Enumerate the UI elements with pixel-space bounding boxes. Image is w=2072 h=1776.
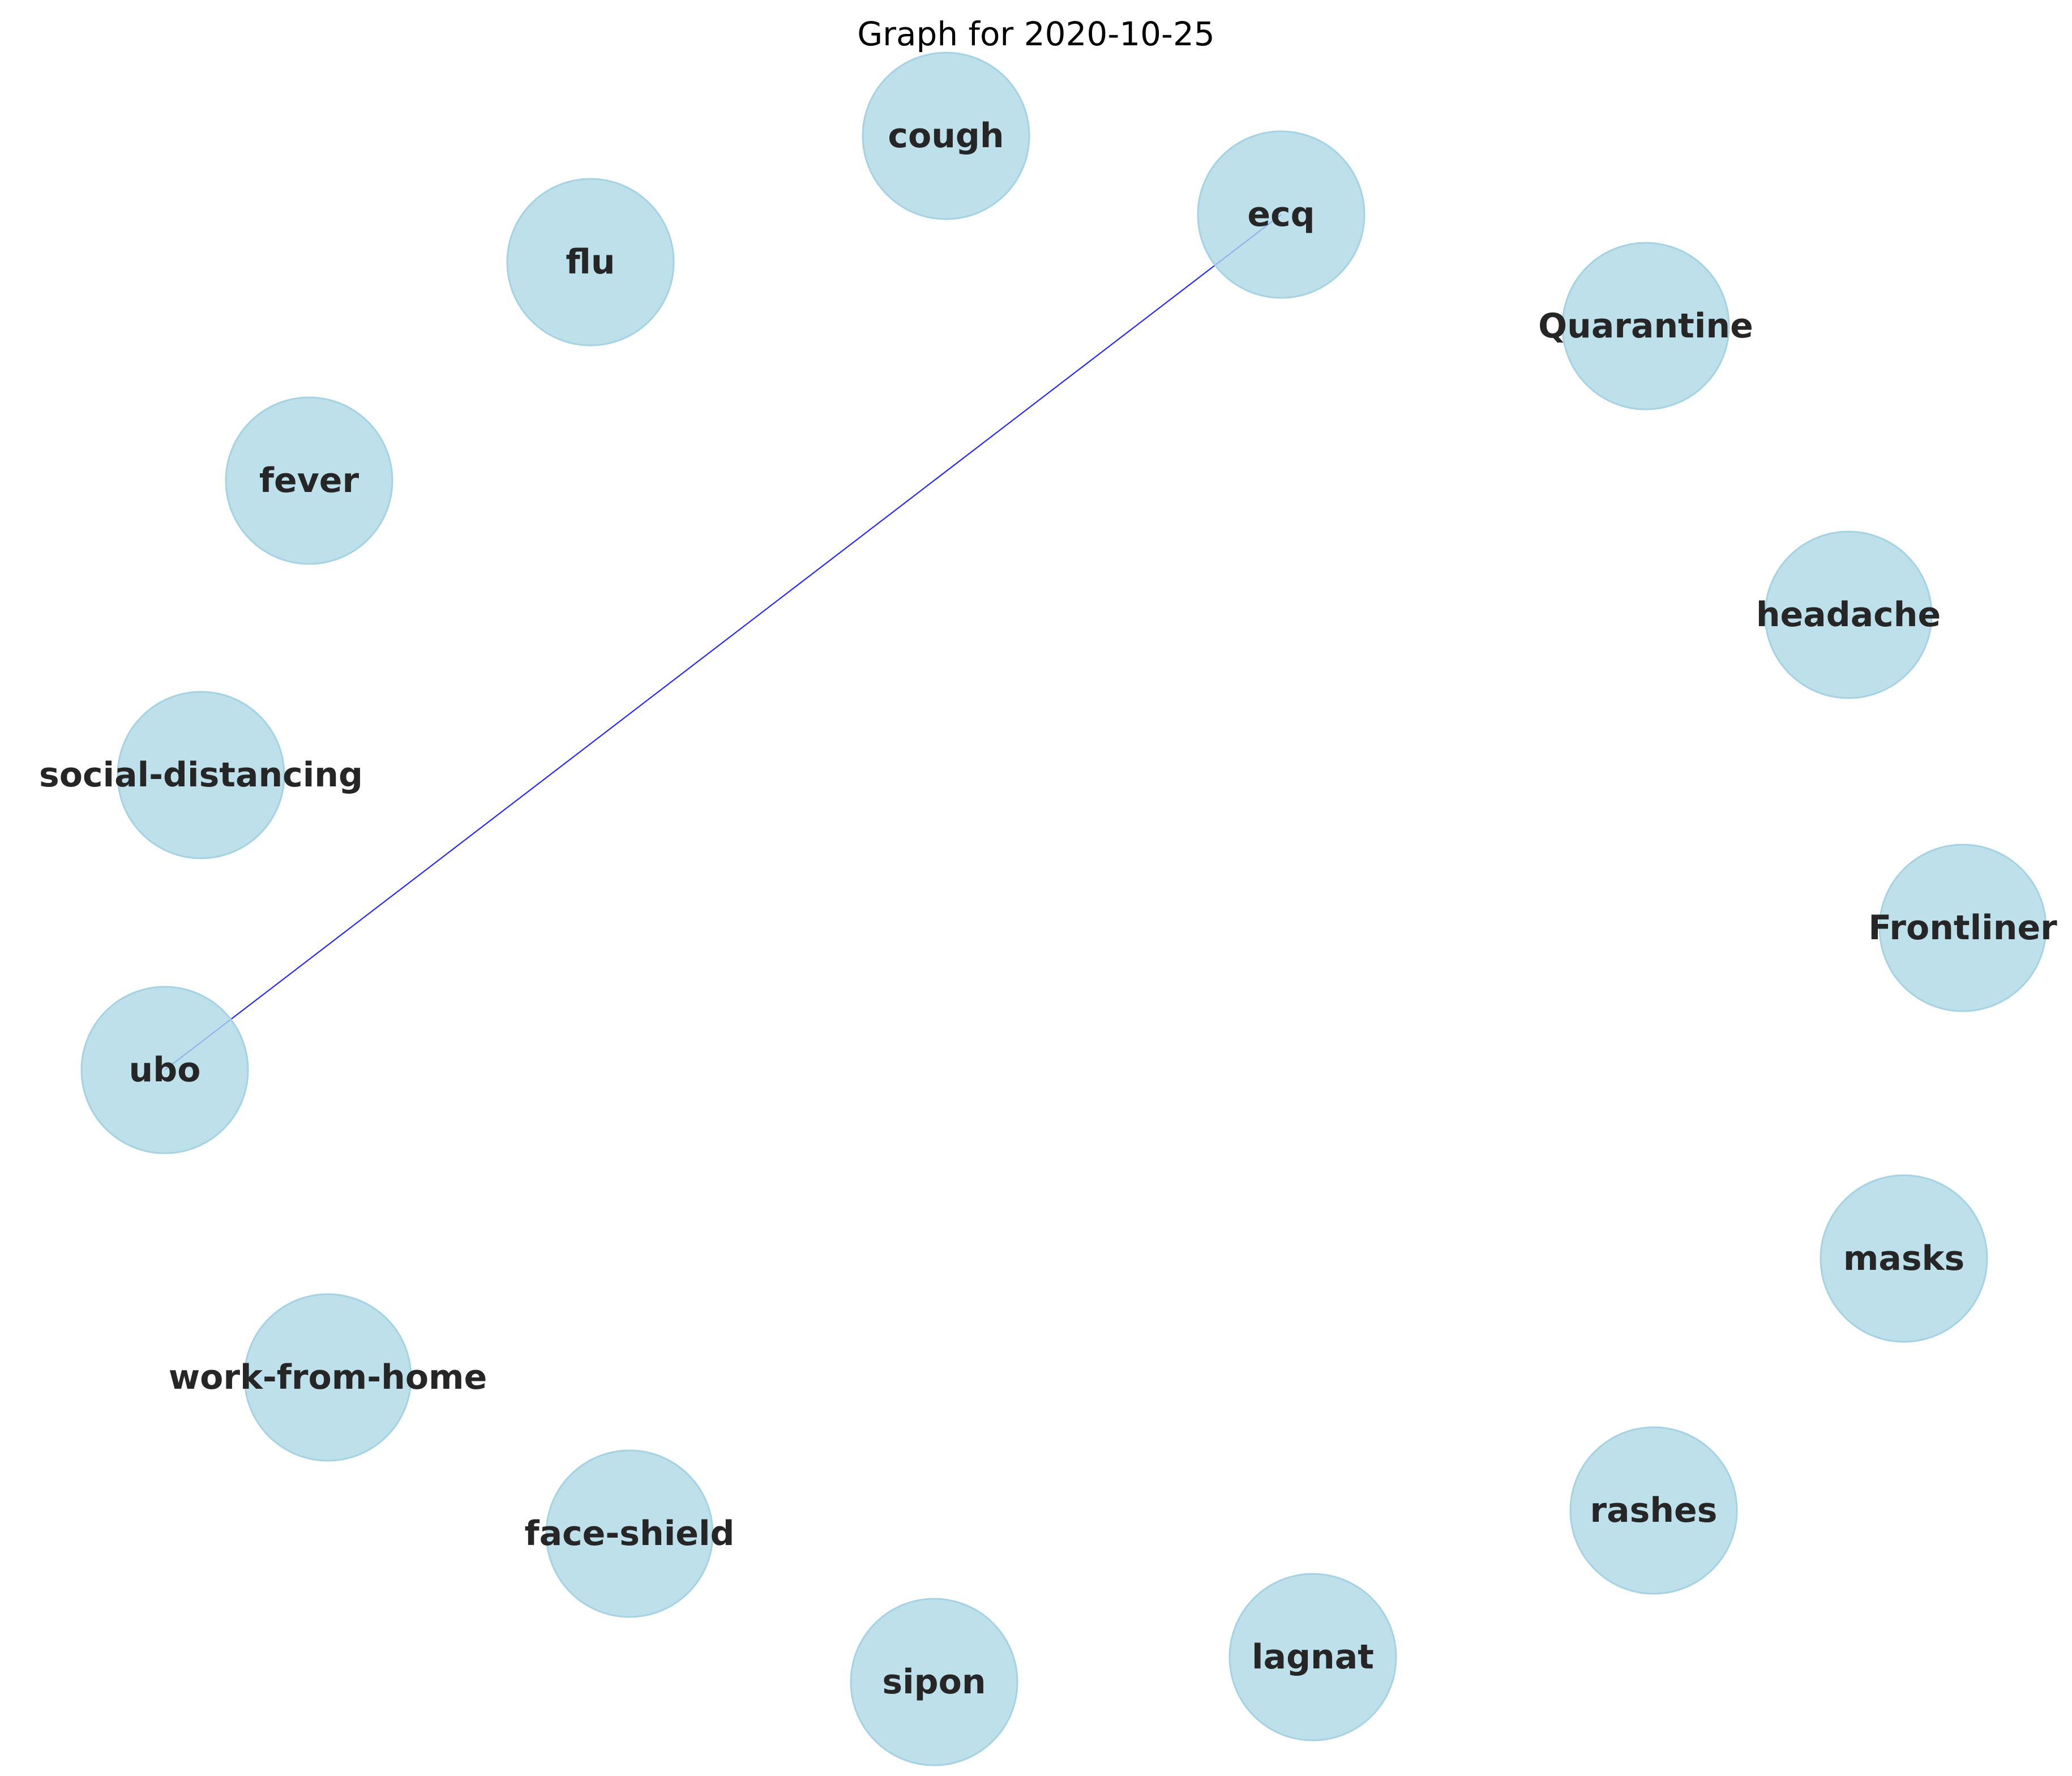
node-quarantine: Quarantine — [1538, 242, 1753, 410]
node-label-quarantine: Quarantine — [1538, 306, 1753, 346]
node-masks: masks — [1820, 1174, 1988, 1343]
graph-title: Graph for 2020-10-25 — [857, 15, 1215, 53]
node-label-work-from-home: work-from-home — [169, 1358, 487, 1397]
edges-layer — [164, 214, 1282, 1071]
node-circle-headache — [1764, 530, 1933, 699]
edge-ecq-ubo — [164, 214, 1282, 1071]
node-label-masks: masks — [1843, 1239, 1964, 1278]
node-circle-social-distancing — [117, 691, 285, 859]
node-flu: flu — [506, 178, 675, 346]
node-label-social-distancing: social-distancing — [39, 755, 363, 795]
node-circle-sipon — [850, 1598, 1018, 1766]
node-label-fever: fever — [259, 461, 359, 500]
node-social-distancing: social-distancing — [39, 691, 363, 859]
node-lagnat: lagnat — [1228, 1573, 1397, 1741]
node-circle-flu — [506, 178, 675, 346]
node-circle-cough — [862, 52, 1030, 220]
node-ecq: ecq — [1197, 130, 1365, 299]
node-label-flu: flu — [566, 242, 615, 282]
node-label-face-shield: face-shield — [525, 1514, 735, 1554]
nodes-layer: cough ecq flu Quarantine fever headache social… — [39, 52, 2057, 1766]
node-fever: fever — [225, 396, 393, 565]
node-label-lagnat: lagnat — [1252, 1637, 1374, 1677]
node-circle-frontliner — [1878, 844, 2047, 1012]
node-circle-fever — [225, 396, 393, 565]
node-circle-ecq — [1197, 130, 1365, 299]
node-sipon: sipon — [850, 1598, 1018, 1766]
node-headache: headache — [1756, 530, 1941, 699]
node-ubo: ubo — [80, 986, 249, 1154]
node-label-rashes: rashes — [1590, 1491, 1718, 1530]
node-label-ecq: ecq — [1247, 195, 1315, 234]
node-rashes: rashes — [1569, 1426, 1738, 1595]
node-label-sipon: sipon — [882, 1662, 986, 1702]
node-label-frontliner: Frontliner — [1868, 908, 2057, 948]
node-label-ubo: ubo — [129, 1050, 201, 1090]
node-circle-rashes — [1569, 1426, 1738, 1595]
node-circle-masks — [1820, 1174, 1988, 1343]
node-face-shield: face-shield — [525, 1449, 735, 1618]
node-circle-quarantine — [1561, 242, 1730, 410]
node-cough: cough — [862, 52, 1030, 220]
node-circle-lagnat — [1228, 1573, 1397, 1741]
node-work-from-home: work-from-home — [169, 1293, 487, 1462]
node-circle-face-shield — [545, 1449, 714, 1618]
node-circle-work-from-home — [243, 1293, 412, 1462]
node-label-cough: cough — [888, 116, 1004, 156]
node-label-headache: headache — [1756, 595, 1941, 635]
node-frontliner: Frontliner — [1868, 844, 2057, 1012]
node-circle-ubo — [80, 986, 249, 1154]
